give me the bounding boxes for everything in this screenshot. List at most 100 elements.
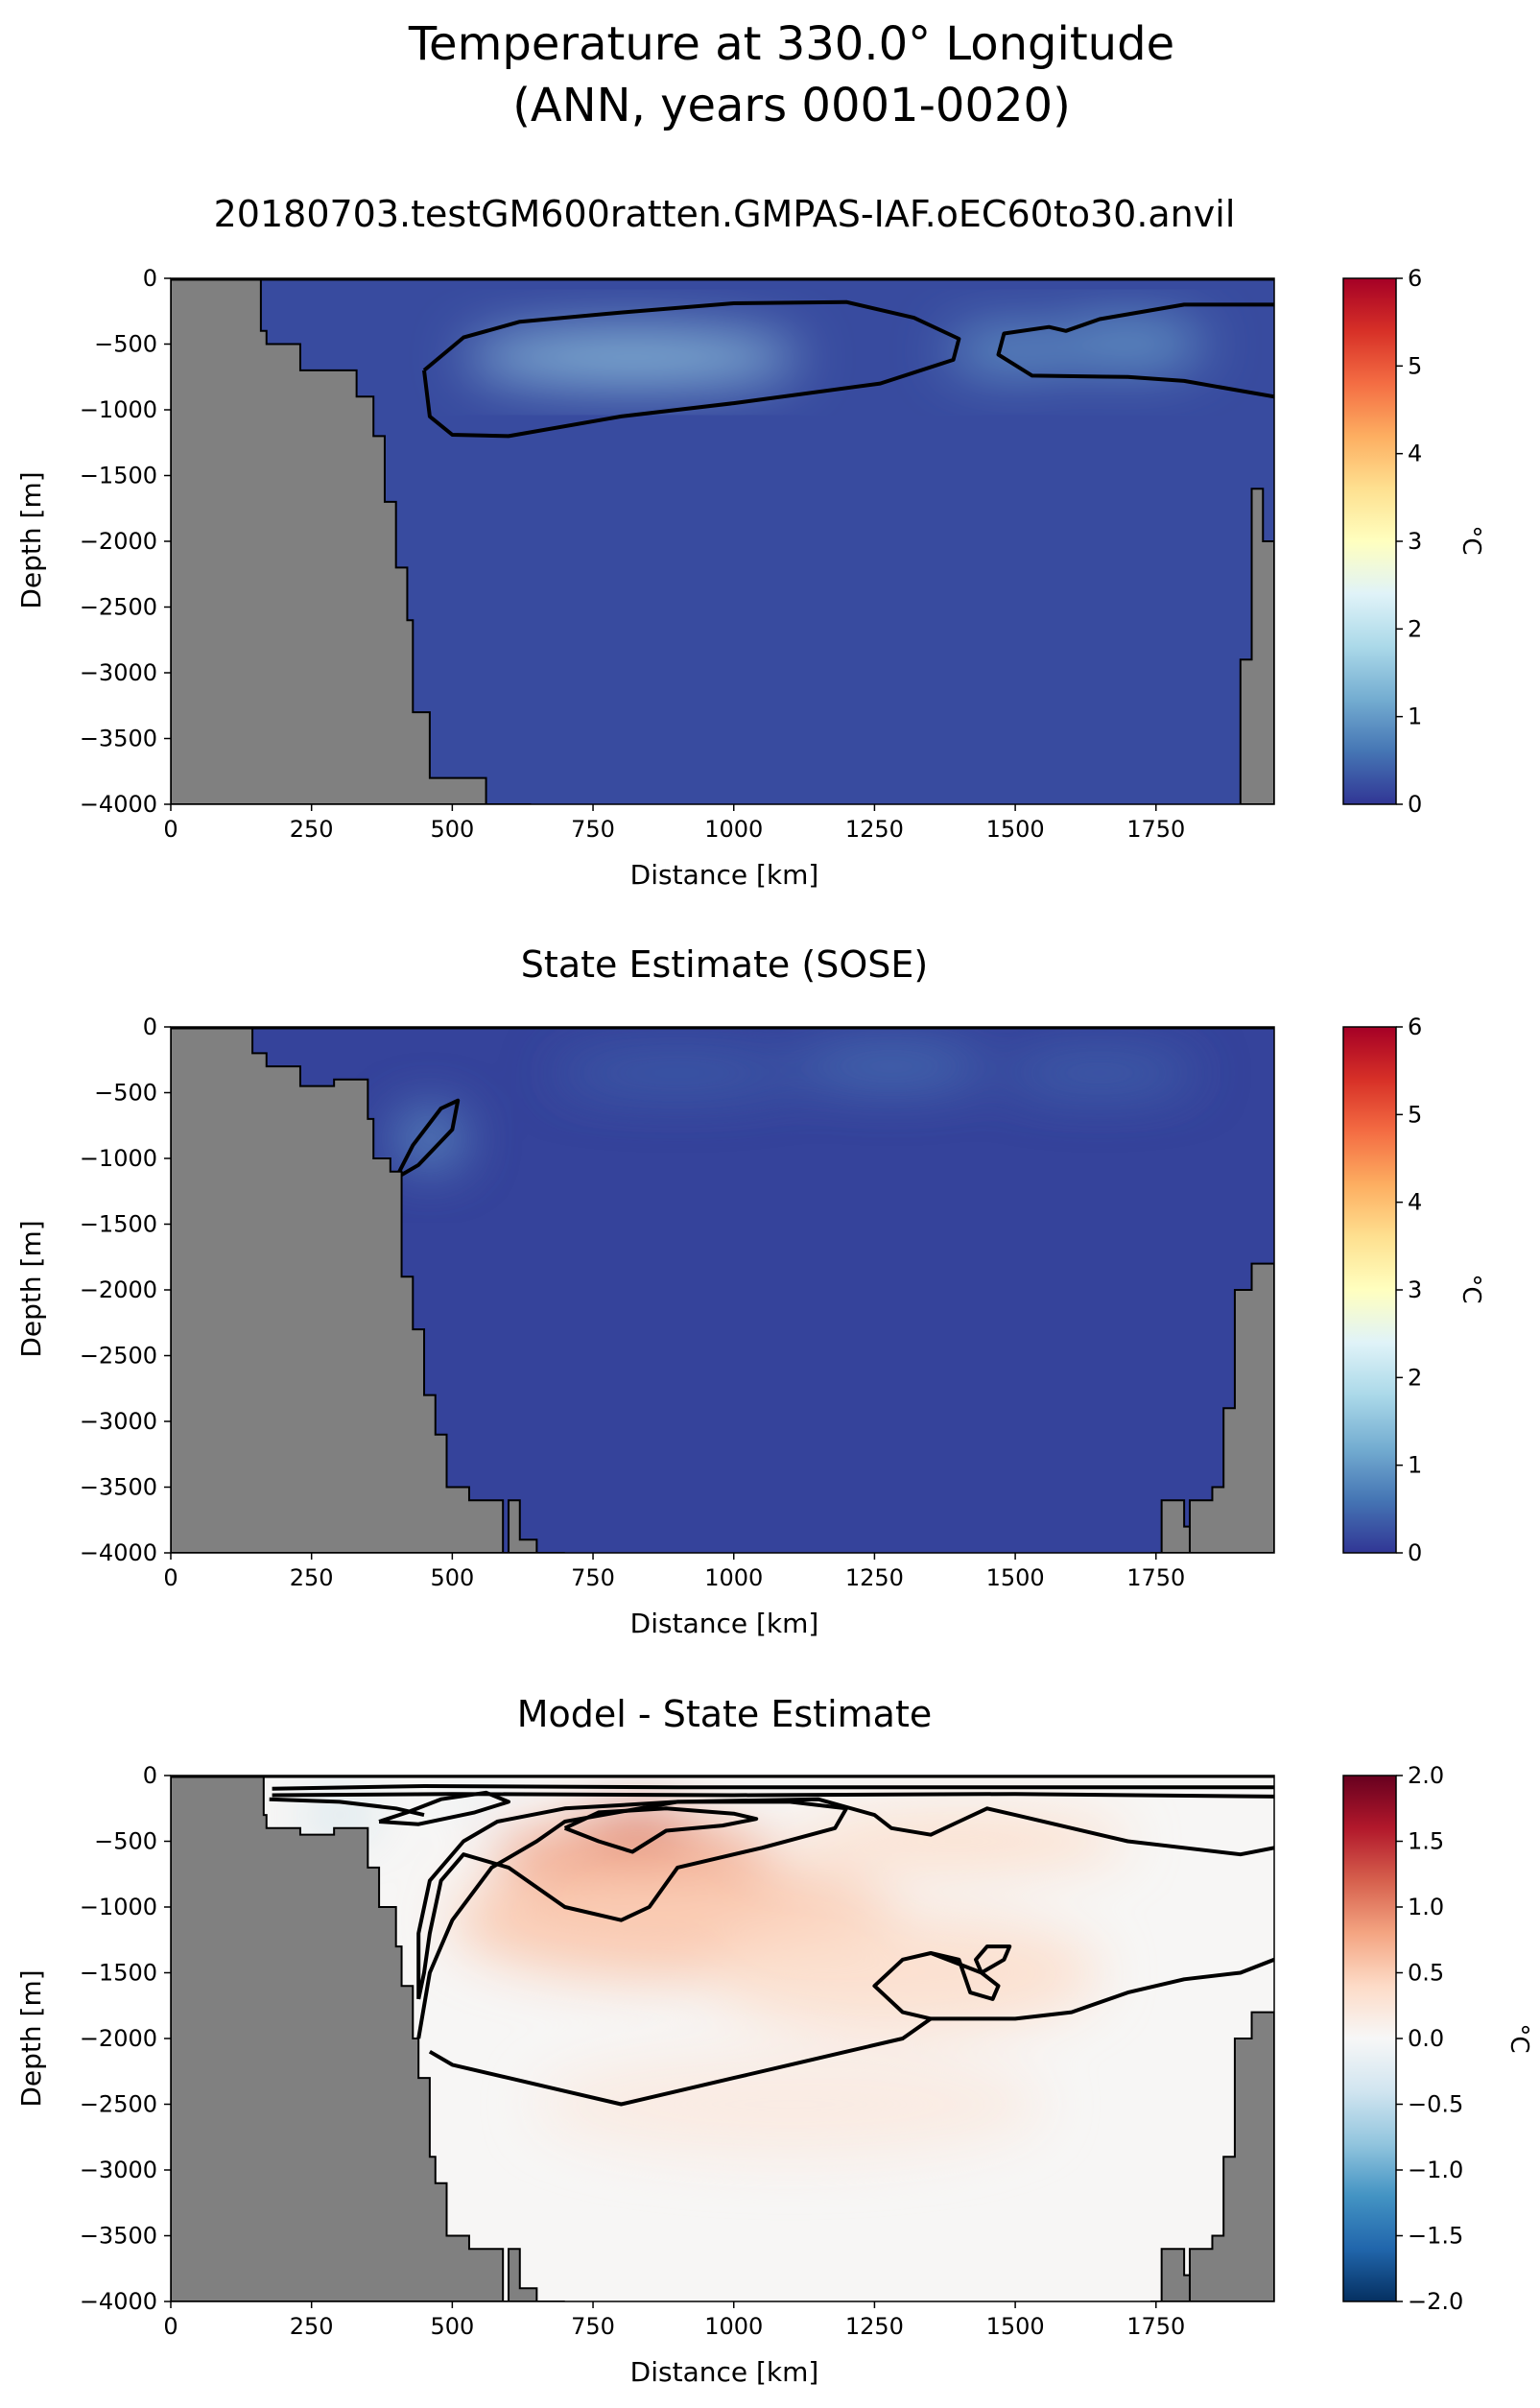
temperature-core: [793, 1049, 990, 1084]
panel-model-xlabel: Distance [km]: [630, 859, 819, 891]
x-tick-label: 0: [163, 1564, 178, 1591]
x-tick-label: 1000: [704, 816, 763, 843]
x-tick-label: 250: [290, 816, 334, 843]
land-mask-east: [1149, 2011, 1274, 2301]
plot-area: [171, 1027, 1274, 1553]
panel-sose-colorbar-label-wrap: °C: [1457, 1274, 1485, 1303]
land-mask-east: [1239, 488, 1274, 804]
y-tick-label: −2500: [80, 2091, 157, 2118]
panel-sose-colorbar-label: °C: [1457, 1274, 1485, 1303]
y-tick-label: −2000: [80, 528, 157, 555]
colorbar-tick-label: 5: [1408, 1101, 1422, 1128]
y-tick-label: −3000: [80, 1408, 157, 1435]
temperature-field: [395, 1049, 1198, 1165]
panel-sose-ylabel-wrap: Depth [m]: [15, 1220, 47, 1357]
x-tick-label: 1250: [845, 2313, 904, 2340]
figure-title-line2: (ANN, years 0001-0020): [512, 79, 1071, 132]
land-mask-west: [171, 278, 532, 804]
x-tick-label: 1750: [1126, 816, 1185, 843]
y-tick-label: −4000: [80, 2288, 157, 2315]
colorbar-tick-label: 1.0: [1408, 1894, 1444, 1920]
panel-model: 20180703.testGM600ratten.GMPAS-IAF.oEC60…: [15, 193, 1485, 891]
temperature-field: [463, 321, 1207, 384]
panel-difference-title: Model - State Estimate: [517, 1693, 932, 1735]
y-tick-label: −2500: [80, 594, 157, 621]
panel-model-field: 0 250 500 750 1000 1250 1500 17500−500−1000−150…: [80, 265, 1422, 843]
x-tick-label: 500: [430, 2313, 474, 2340]
y-tick-label: −2000: [80, 2025, 157, 2052]
colorbar-tick-label: 3: [1408, 528, 1422, 555]
plot-area: [171, 278, 1274, 804]
temperature-core: [1001, 1056, 1198, 1090]
colorbar-tick-label: 4: [1408, 1189, 1422, 1216]
y-tick-label: −3500: [80, 2223, 157, 2250]
temperature-core: [305, 1801, 374, 1828]
x-tick-label: 1250: [845, 1564, 904, 1591]
x-tick-label: 250: [290, 2313, 334, 2340]
y-tick-label: −1500: [80, 463, 157, 489]
y-tick-label: −500: [94, 331, 157, 358]
y-tick-label: −4000: [80, 791, 157, 818]
colorbar-tick-label: 2: [1408, 1364, 1422, 1391]
colorbar-tick-label: 6: [1408, 265, 1422, 292]
x-tick-label: 0: [163, 2313, 178, 2340]
panel-model-colorbar-label-wrap: °C: [1457, 525, 1485, 555]
y-tick-label: −1000: [80, 1894, 157, 1920]
colorbar-tick-label: −2.0: [1408, 2288, 1463, 2315]
panel-model-ylabel: Depth [m]: [15, 471, 47, 608]
y-tick-label: −1000: [80, 396, 157, 423]
panel-sose-title: State Estimate (SOSE): [521, 943, 928, 986]
y-tick-label: −4000: [80, 1539, 157, 1566]
panel-difference-ylabel: Depth [m]: [15, 1969, 47, 2107]
contour-line: [872, 1951, 1274, 2021]
temperature-core: [536, 2051, 1044, 2158]
x-tick-label: 250: [290, 1564, 334, 1591]
land-mask-west: [171, 1027, 565, 1553]
y-tick-label: −3000: [80, 2157, 157, 2183]
colorbar-tick-label: 1.5: [1408, 1828, 1444, 1855]
colorbar-tick-label: −1.5: [1408, 2223, 1463, 2250]
y-tick-label: −1500: [80, 1960, 157, 1987]
contour-line: [378, 1790, 510, 1826]
temperature-core: [705, 1913, 1101, 2033]
colorbar-tick-label: 2.0: [1408, 1762, 1444, 1789]
contour-line: [416, 1797, 1274, 2039]
contour-line: [272, 1792, 1274, 1799]
temperature-core: [1049, 321, 1207, 368]
contour-line: [416, 1800, 849, 2000]
panel-difference-colorbar-label: °C: [1504, 2023, 1533, 2053]
colorbar-tick-label: 5: [1408, 352, 1422, 379]
y-tick-label: −1000: [80, 1145, 157, 1172]
panel-model-title: 20180703.testGM600ratten.GMPAS-IAF.oEC60…: [214, 193, 1236, 235]
x-tick-label: 750: [571, 816, 615, 843]
figure-title-line1: Temperature at 330.0° Longitude: [408, 17, 1174, 71]
y-tick-label: −500: [94, 1080, 157, 1107]
y-tick-label: 0: [143, 1013, 157, 1040]
y-tick-label: −3500: [80, 1474, 157, 1501]
y-tick-label: 0: [143, 1762, 157, 1789]
colorbar-tick-label: 3: [1408, 1276, 1422, 1303]
colorbar: [1342, 1026, 1397, 1554]
colorbar-tick-label: 1: [1408, 703, 1422, 730]
panel-model-colorbar-label: °C: [1457, 525, 1485, 555]
x-tick-label: 500: [430, 816, 474, 843]
temperature-core: [790, 1815, 1128, 1868]
panel-difference-field: 0 250 500 750 1000 1250 1500 1750 0 −500 −1000 −150…: [80, 1762, 1463, 2340]
x-tick-label: 750: [571, 1564, 615, 1591]
x-tick-label: 1000: [704, 1564, 763, 1591]
land-mask-east: [1149, 1262, 1274, 1553]
colorbar-tick-label: 0: [1408, 1539, 1422, 1566]
panel-sose-field: 0 250 500 750 1000 1250 1500 17500−500−1000−150…: [80, 1013, 1422, 1591]
temperature-core: [463, 330, 802, 384]
y-tick-label: 0: [143, 265, 157, 292]
panel-difference-colorbar-label-wrap: °C: [1504, 2023, 1533, 2053]
colorbar-tick-label: 2: [1408, 615, 1422, 642]
contour-line: [272, 1784, 1274, 1791]
temperature-field: [305, 1790, 1128, 2158]
panel-difference-xlabel: Distance [km]: [630, 2356, 819, 2388]
y-tick-label: −3000: [80, 659, 157, 686]
y-tick-label: −2000: [80, 1276, 157, 1303]
x-tick-label: 1500: [986, 2313, 1045, 2340]
colorbar-tick-label: 1: [1408, 1452, 1422, 1479]
